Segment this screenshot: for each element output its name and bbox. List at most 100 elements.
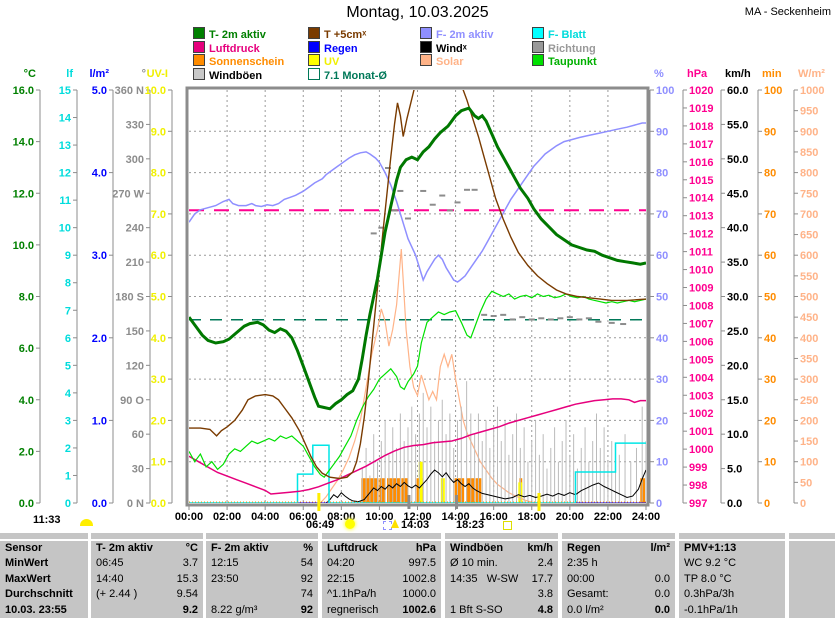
axis-tick-label: 240 <box>126 223 144 235</box>
table-row: Sensor <box>0 541 88 556</box>
table-cell <box>83 541 88 556</box>
table-cell: regnerisch <box>327 603 379 616</box>
axis-unit-label: UV-I <box>147 68 168 80</box>
axis-tick-label: 14 <box>59 113 72 125</box>
axis-tick-label: 1.0 <box>151 457 166 469</box>
axis-tick-label: 45.0 <box>727 188 748 200</box>
sunshine-bar <box>379 478 386 503</box>
axis-tick-label: 300 <box>126 154 144 166</box>
table-cell: 92 <box>300 572 313 585</box>
legend-item-richtung: Richtung <box>532 40 596 55</box>
moon-icon <box>80 519 93 526</box>
table-row: 04:20 997.5 <box>322 556 441 571</box>
axis-tick-label: 1005 <box>689 354 713 366</box>
table-row: WC 9.2 °C <box>679 556 785 571</box>
axis-tick-label: 0 <box>800 498 806 510</box>
legend-color-swatch <box>420 54 432 66</box>
axis-tick-label: 900 <box>800 126 818 138</box>
table-row: 0.3hPa/3h <box>679 587 785 602</box>
table-cell: 23:50 <box>211 572 239 585</box>
axis-unit-label: % <box>654 68 664 80</box>
axis-tick-label: 360 N <box>115 85 144 97</box>
axis-tick-label: 700 <box>800 209 818 221</box>
axis-tick-label: 550 <box>800 271 818 283</box>
axis-tick-label: 80 <box>656 168 668 180</box>
table-column-pmv-1-13: PMV+1:13 WC 9.2 °C TP 8.0 °C 0.3hPa/3h -0.1h… <box>679 541 785 618</box>
axis-unit-label: W/m² <box>798 68 825 80</box>
table-top-strip <box>562 533 675 539</box>
legend-label: Windböen <box>209 69 263 82</box>
axis-tick-label: 330 <box>126 119 144 131</box>
table-cell: 54 <box>300 557 313 570</box>
axis-tick-label: 4.0 <box>151 333 166 345</box>
axis-tick-label: 3 <box>65 415 71 427</box>
axis-tick-label: 0.0 <box>92 498 107 510</box>
axis-unit-label: lf <box>66 68 73 80</box>
axis-tick-label: 40.0 <box>727 223 748 235</box>
axis-tick-label: 0 <box>65 498 71 510</box>
sunrise-time: 06:49 <box>306 519 335 531</box>
table-top-strip <box>789 533 835 539</box>
table-cell <box>780 603 785 618</box>
plot-series <box>189 90 646 503</box>
axis-tick-label: 60.0 <box>727 85 748 97</box>
axis-tick-label: 1000 <box>800 85 824 97</box>
axis-tick-label: 1020 <box>689 85 713 97</box>
axis-tick-label: 15 <box>59 85 71 97</box>
legend-item-f-blatt: F- Blatt <box>532 27 586 41</box>
axis-tick-label: 16.0 <box>13 85 34 97</box>
table-row: Windböen km/h <box>445 541 558 556</box>
axis-tick-label: 90 <box>764 126 776 138</box>
table-cell: 0.0 l/m² <box>567 603 604 616</box>
axis-tick-label: 1007 <box>689 318 713 330</box>
x-tick-label: 14:00 <box>442 511 470 523</box>
moon-event-marker <box>455 495 459 509</box>
legend-label: Richtung <box>548 42 596 55</box>
table-cell: 4.8 <box>537 603 553 616</box>
series-f-blatt-line <box>189 442 646 503</box>
table-column-windb-en: Windböen km/h Ø 10 min. 2.4 14:35 W-SW 17.7 3.… <box>445 541 558 618</box>
legend-label: T +5cmˣ <box>324 29 367 41</box>
table-row: 74 <box>206 587 318 602</box>
axis-tick-label: 4.0 <box>19 395 34 407</box>
table-row: -0.1hPa/1h <box>679 603 785 618</box>
axis-tick-label: 750 <box>800 188 818 200</box>
axis-tick-label: 350 <box>800 353 818 365</box>
legend-item-wind-: Windˣ <box>420 40 467 55</box>
table-cell: Windböen <box>450 542 504 554</box>
table-cell: T- 2m aktiv <box>96 542 153 554</box>
axis-tick-label: 800 <box>800 168 818 180</box>
table-row: 8.22 g/m³ 92 <box>206 603 318 618</box>
axis-tick-label: 850 <box>800 147 818 159</box>
axis-tick-label: 450 <box>800 312 818 324</box>
table-cell: 3.8 <box>537 588 553 601</box>
axis-tick-label: 1004 <box>689 372 714 384</box>
axis-tick-label: 6.0 <box>19 343 34 355</box>
table-cell: WC 9.2 °C <box>684 557 737 570</box>
table-cell: 1 Bft S-SO <box>450 603 503 616</box>
axis-tick-label: 1015 <box>689 175 713 187</box>
table-cell: 1002.8 <box>402 572 436 585</box>
axis-tick-label: 1014 <box>689 193 714 205</box>
x-tick-label: 02:00 <box>213 511 241 523</box>
axis-tick-label: 500 <box>800 292 818 304</box>
legend-item-t-2m-aktiv: T- 2m aktiv <box>193 27 266 41</box>
legend-item-taupunkt: Taupunkt <box>532 54 597 68</box>
axis-tick-label: 5.0 <box>727 464 742 476</box>
weather-chart: °C0.02.04.06.08.010.012.014.016.0lf01234… <box>13 68 826 523</box>
axis-tick-label: 10 <box>59 223 71 235</box>
axis-tick-label: 0 <box>656 498 662 510</box>
axis-tick-label: 1017 <box>689 139 713 151</box>
table-cell: (+ 2.44 ) <box>96 588 138 601</box>
legend-item-windb-en: Windböen <box>193 67 263 82</box>
axis-tick-label: 250 <box>800 395 818 407</box>
axis-tick-label: 1001 <box>689 426 713 438</box>
table-row: (+ 2.44 ) 9.54 <box>91 587 203 602</box>
axis-tick-label: 5.0 <box>92 85 107 97</box>
axis-tick-label: 70 <box>656 209 668 221</box>
x-tick-label: 16:00 <box>480 511 508 523</box>
table-top-strip <box>445 533 558 539</box>
table-cell: MaxWert <box>5 572 51 585</box>
x-tick-label: 24:00 <box>632 511 660 523</box>
moonrise-arrow-icon <box>391 519 399 528</box>
